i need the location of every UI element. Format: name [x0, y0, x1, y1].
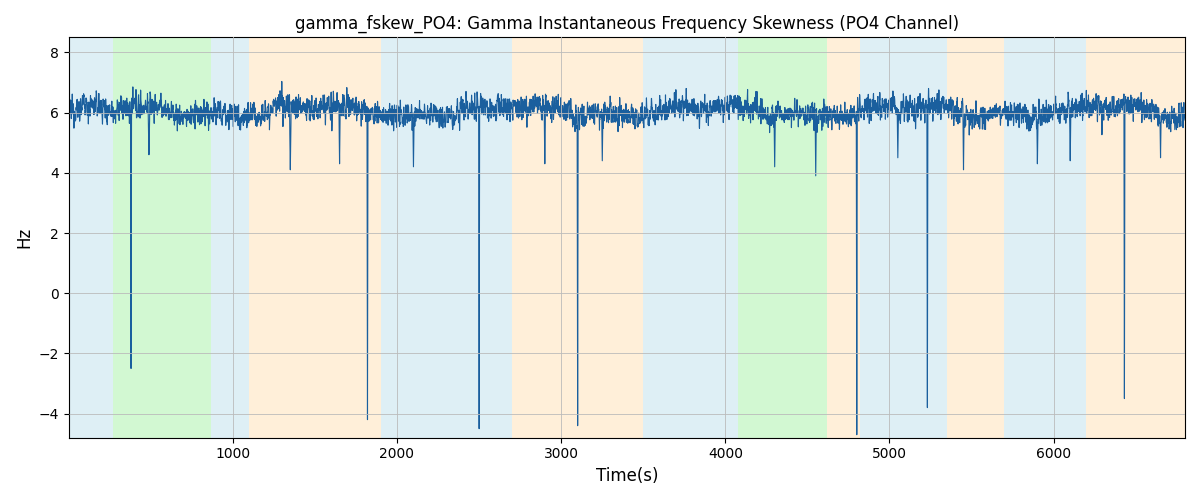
Bar: [738, 38, 827, 438]
Bar: [718, 38, 738, 438]
Bar: [1004, 38, 1086, 438]
Bar: [250, 38, 380, 438]
X-axis label: Time(s): Time(s): [595, 467, 658, 485]
Bar: [512, 38, 643, 438]
Bar: [643, 38, 718, 438]
Title: gamma_fskew_PO4: Gamma Instantaneous Frequency Skewness (PO4 Channel): gamma_fskew_PO4: Gamma Instantaneous Fre…: [295, 15, 959, 34]
Bar: [68, 38, 113, 438]
Bar: [860, 38, 947, 438]
Bar: [211, 38, 250, 438]
Bar: [113, 38, 211, 438]
Bar: [380, 38, 512, 438]
Bar: [827, 38, 860, 438]
Bar: [1086, 38, 1184, 438]
Bar: [947, 38, 1004, 438]
Y-axis label: Hz: Hz: [16, 227, 34, 248]
